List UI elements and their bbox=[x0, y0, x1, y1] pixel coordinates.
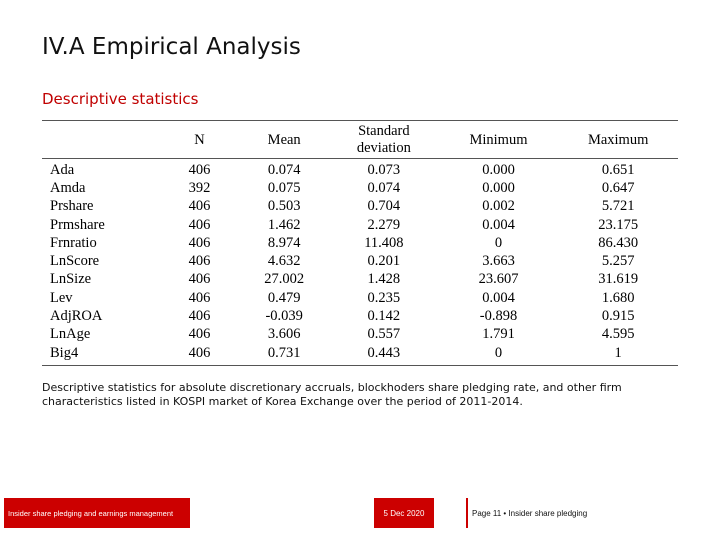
table-row: Amda 392 0.075 0.074 0.000 0.647 bbox=[42, 179, 678, 197]
cell-mean: 1.462 bbox=[267, 216, 301, 233]
cell-minimum: 0.004 bbox=[482, 216, 515, 233]
table-row: LnAge 406 3.606 0.557 1.791 4.595 bbox=[42, 326, 678, 344]
cell-maximum: 23.175 bbox=[598, 216, 639, 233]
cell-n: 406 bbox=[188, 216, 211, 233]
cell-standard-deviation: 2.279 bbox=[367, 216, 401, 233]
cell-variable: Frnratio bbox=[50, 234, 97, 251]
cell-maximum: 1 bbox=[558, 343, 678, 367]
cell-mean: 0.075 bbox=[267, 179, 301, 196]
descriptive-stats-table-container: N Mean Standard deviation Minimum Maximu… bbox=[42, 120, 678, 367]
cell-mean: 27.002 bbox=[264, 271, 305, 288]
cell-standard-deviation: 0.201 bbox=[367, 253, 401, 270]
header-maximum: Maximum bbox=[558, 120, 678, 159]
descriptive-stats-table: N Mean Standard deviation Minimum Maximu… bbox=[42, 120, 678, 367]
table-body: Ada 406 0.074 0.073 0.000 0.651 Amda 392 0.075 0.… bbox=[42, 159, 678, 367]
cell-standard-deviation: 0.443 bbox=[329, 343, 439, 367]
cell-maximum: 1.680 bbox=[601, 289, 635, 306]
header-sd-line2: deviation bbox=[356, 140, 411, 156]
cell-n: 406 bbox=[188, 253, 211, 270]
cell-n: 406 bbox=[188, 234, 211, 251]
cell-mean: 0.074 bbox=[267, 161, 301, 178]
cell-mean: 4.632 bbox=[267, 253, 301, 270]
cell-variable: Prshare bbox=[50, 198, 94, 215]
cell-maximum: 0.651 bbox=[601, 161, 635, 178]
cell-n: 392 bbox=[188, 179, 211, 196]
cell-n: 406 bbox=[159, 343, 240, 367]
header-minimum: Minimum bbox=[438, 120, 559, 159]
cell-maximum: 0.915 bbox=[601, 308, 635, 325]
cell-minimum: 0 bbox=[438, 343, 559, 367]
cell-mean: 3.606 bbox=[267, 326, 301, 343]
cell-standard-deviation: 0.074 bbox=[367, 179, 401, 196]
cell-minimum: 23.607 bbox=[478, 271, 519, 288]
table-row: LnScore 406 4.632 0.201 3.663 5.257 bbox=[42, 252, 678, 270]
cell-variable: Prmshare bbox=[50, 216, 105, 233]
cell-minimum: 1.791 bbox=[482, 326, 515, 343]
cell-n: 406 bbox=[188, 198, 211, 215]
cell-standard-deviation: 0.142 bbox=[367, 308, 401, 325]
footer-presentation-title: Insider share pledging and earnings mana… bbox=[4, 498, 190, 528]
cell-maximum: 5.721 bbox=[601, 198, 635, 215]
table-header-row: N Mean Standard deviation Minimum Maximu… bbox=[42, 120, 678, 159]
cell-minimum: 0.004 bbox=[482, 289, 515, 306]
cell-standard-deviation: 0.704 bbox=[367, 198, 401, 215]
cell-standard-deviation: 0.235 bbox=[367, 289, 401, 306]
slide-title: IV.A Empirical Analysis bbox=[42, 34, 301, 60]
table-row: Lev 406 0.479 0.235 0.004 1.680 bbox=[42, 289, 678, 307]
cell-mean: 0.479 bbox=[267, 289, 301, 306]
cell-minimum: 0.000 bbox=[482, 161, 515, 178]
cell-minimum: -0.898 bbox=[479, 308, 518, 325]
cell-mean: 8.974 bbox=[267, 234, 301, 251]
table-row: Big4 406 0.731 0.443 0 1 bbox=[42, 343, 678, 367]
cell-variable: Big4 bbox=[42, 343, 160, 367]
table-row: Ada 406 0.074 0.073 0.000 0.651 bbox=[42, 159, 678, 180]
table-row: Frnratio 406 8.974 11.408 0 86.430 bbox=[42, 234, 678, 252]
cell-variable: LnAge bbox=[50, 326, 91, 343]
cell-standard-deviation: 0.557 bbox=[367, 326, 401, 343]
cell-n: 406 bbox=[188, 271, 211, 288]
cell-maximum: 5.257 bbox=[601, 253, 635, 270]
cell-variable: LnScore bbox=[50, 253, 100, 270]
cell-standard-deviation: 11.408 bbox=[364, 234, 404, 251]
table-caption: Descriptive statistics for absolute disc… bbox=[42, 381, 622, 408]
cell-n: 406 bbox=[188, 308, 211, 325]
cell-minimum: 0.002 bbox=[482, 198, 515, 215]
cell-variable: LnSize bbox=[50, 271, 92, 288]
header-mean: Mean bbox=[239, 120, 330, 159]
cell-minimum: 3.663 bbox=[482, 253, 515, 270]
cell-maximum: 4.595 bbox=[601, 326, 635, 343]
cell-mean: -0.039 bbox=[265, 308, 303, 325]
cell-maximum: 0.647 bbox=[601, 179, 635, 196]
cell-minimum: 0 bbox=[494, 234, 503, 251]
cell-mean: 0.503 bbox=[267, 198, 301, 215]
table-row: LnSize 406 27.002 1.428 23.607 31.619 bbox=[42, 271, 678, 289]
header-variable bbox=[42, 120, 160, 159]
cell-standard-deviation: 1.428 bbox=[367, 271, 401, 288]
table-row: Prshare 406 0.503 0.704 0.002 5.721 bbox=[42, 198, 678, 216]
header-standard-deviation: Standard deviation bbox=[329, 120, 439, 159]
footer-page-info: Page 11 • Insider share pledging bbox=[466, 498, 686, 528]
cell-n: 406 bbox=[188, 161, 211, 178]
footer-date: 5 Dec 2020 bbox=[374, 498, 434, 528]
header-sd-line1: Standard bbox=[358, 123, 410, 139]
cell-n: 406 bbox=[188, 326, 211, 343]
cell-maximum: 31.619 bbox=[598, 271, 639, 288]
header-n: N bbox=[159, 120, 240, 159]
cell-standard-deviation: 0.073 bbox=[367, 161, 401, 178]
cell-variable: AdjROA bbox=[50, 308, 103, 325]
cell-variable: Ada bbox=[50, 161, 75, 178]
cell-variable: Lev bbox=[50, 289, 73, 306]
slide-subtitle: Descriptive statistics bbox=[42, 90, 199, 108]
table-row: AdjROA 406 -0.039 0.142 -0.898 0.915 bbox=[42, 307, 678, 325]
table-row: Prmshare 406 1.462 2.279 0.004 23.175 bbox=[42, 216, 678, 234]
cell-mean: 0.731 bbox=[239, 343, 330, 367]
cell-variable: Amda bbox=[50, 179, 86, 196]
cell-minimum: 0.000 bbox=[482, 179, 515, 196]
cell-maximum: 86.430 bbox=[598, 234, 639, 251]
cell-n: 406 bbox=[188, 289, 211, 306]
